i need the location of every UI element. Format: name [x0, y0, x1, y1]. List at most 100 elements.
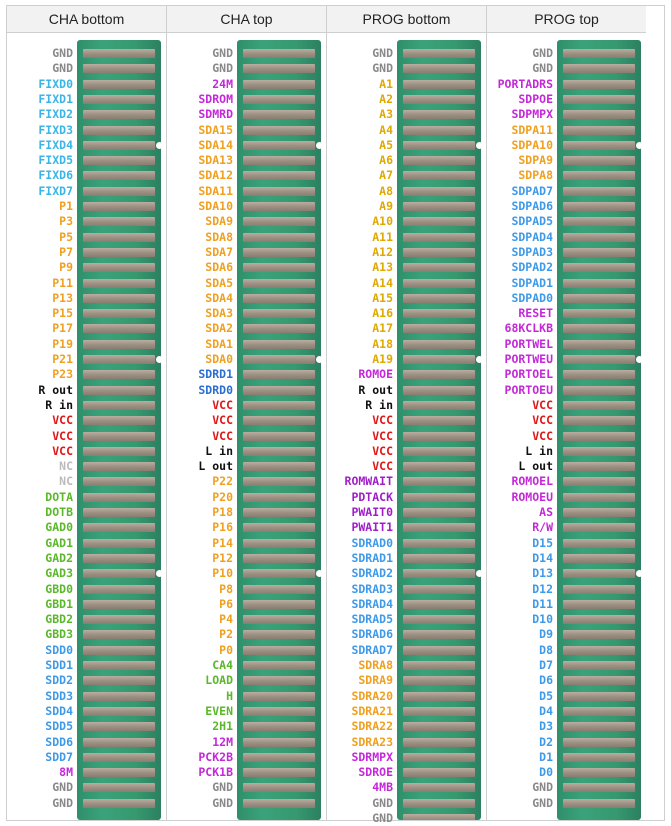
pin-label: SDA0: [205, 352, 233, 366]
contact-finger: [83, 446, 155, 456]
pin-label: SDA8: [205, 229, 233, 244]
pin-label: SDPA11: [511, 122, 553, 137]
pin-label: PDTACK: [351, 489, 393, 504]
contact-finger: [83, 309, 155, 319]
contact-finger: [403, 385, 475, 395]
pin-label: DOTB: [45, 505, 73, 519]
contact-finger: [563, 416, 635, 426]
pin-label: R in: [45, 397, 73, 412]
pin-label: SDD7: [45, 749, 73, 764]
pin-label: R out: [358, 382, 393, 397]
contact-finger: [403, 186, 475, 196]
contact-finger: [243, 156, 315, 166]
pin-label: SDRAD5: [351, 612, 393, 627]
pin-label: VCC: [372, 459, 393, 474]
contact-finger: [563, 737, 635, 747]
column-header: CHA top: [167, 6, 326, 33]
pin-label: VCC: [52, 428, 73, 443]
column-header: PROG bottom: [327, 6, 486, 33]
pin-label: D5: [539, 688, 553, 703]
pin-label: SDPA9: [518, 153, 553, 168]
contact-finger: [83, 202, 155, 211]
contact-finger: [243, 416, 315, 426]
connector-notch: [476, 141, 481, 149]
pin-label: SDMRD: [198, 107, 233, 122]
pin-label: DOTA: [45, 489, 73, 504]
pin-label: L in: [525, 443, 553, 458]
contact-finger: [403, 431, 475, 441]
edge-connector-image: [77, 40, 161, 820]
contact-finger: [563, 523, 635, 533]
contact-finger: [243, 477, 315, 487]
contact-finger: [83, 140, 155, 150]
contact-finger: [243, 400, 315, 410]
pin-label: SDRA21: [351, 703, 393, 718]
contact-finger: [403, 309, 475, 319]
contact-finger: [403, 523, 475, 533]
pin-label: P18: [212, 505, 233, 519]
contact-finger: [563, 462, 635, 472]
edge-connector-image: [557, 40, 641, 820]
pin-label: D14: [532, 550, 553, 565]
pin-label: SDPA10: [511, 137, 553, 152]
contact-finger: [563, 538, 635, 548]
contact-finger: [243, 783, 315, 793]
contact-finger: [563, 278, 635, 288]
pin-label: SDD5: [45, 719, 73, 734]
pin-label: GBD2: [45, 612, 73, 627]
contact-finger: [243, 752, 315, 762]
pin-label: GND: [532, 61, 553, 76]
pin-label: P17: [52, 321, 73, 336]
pin-label: SDRAD1: [351, 550, 393, 565]
pin-label: PCK1B: [198, 765, 233, 780]
contact-finger: [83, 768, 155, 778]
contact-finger: [403, 584, 475, 594]
contact-finger: [83, 798, 155, 808]
contact-finger: [563, 110, 635, 120]
pin-label: SDA10: [198, 199, 233, 213]
contact-finger: [83, 370, 155, 380]
contact-finger: [563, 492, 635, 502]
pin-label: FIXD7: [38, 183, 73, 198]
pin-label: PORTADRS: [497, 76, 553, 91]
connector-notch: [316, 141, 321, 149]
pin-label: P8: [219, 581, 233, 596]
pin-label: LOAD: [205, 673, 233, 688]
pin-label: D9: [539, 627, 553, 642]
pin-label: P5: [59, 229, 73, 244]
contact-finger: [83, 752, 155, 762]
contact-finger: [243, 385, 315, 395]
contact-finger: [243, 645, 315, 655]
pin-label: SDPAD0: [511, 290, 553, 305]
pin-label: 24M: [212, 76, 233, 91]
contact-finger: [563, 783, 635, 793]
contact-finger: [563, 706, 635, 716]
pin-label: SDA2: [205, 321, 233, 336]
contact-finger: [243, 94, 315, 104]
pin-label: SDRAD7: [351, 642, 393, 657]
contact-finger: [83, 523, 155, 533]
pin-label: SDA12: [198, 168, 233, 183]
contact-finger: [403, 676, 475, 686]
pin-label: A13: [372, 260, 393, 275]
contact-finger: [243, 446, 315, 456]
contact-finger: [83, 79, 155, 89]
contact-finger: [403, 263, 475, 273]
pin-label: P21: [52, 352, 73, 366]
pin-label: SDRA22: [351, 719, 393, 734]
pin-label: SDA1: [205, 336, 233, 351]
contact-finger: [83, 110, 155, 120]
contact-finger: [83, 676, 155, 686]
pin-label: GND: [212, 780, 233, 795]
edge-connector-image: [237, 40, 321, 820]
contact-finger: [563, 385, 635, 395]
connector-notch: [156, 356, 161, 363]
pin-label: D12: [532, 581, 553, 596]
contact-finger: [243, 309, 315, 319]
contact-finger: [83, 186, 155, 196]
contact-finger: [243, 217, 315, 227]
contact-finger: [83, 783, 155, 793]
pin-label: SDRAD0: [351, 535, 393, 550]
pin-label: SDPOE: [518, 91, 553, 106]
pin-label: VCC: [212, 428, 233, 443]
